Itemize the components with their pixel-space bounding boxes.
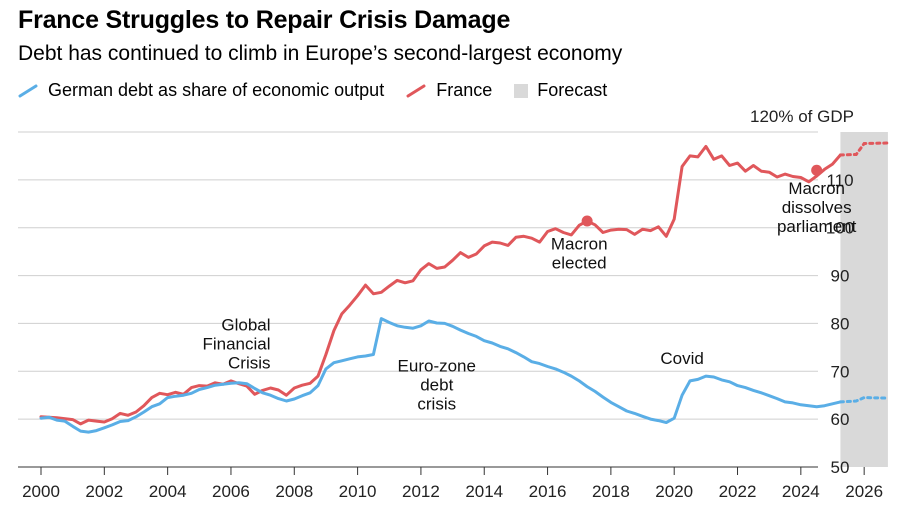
x-tick-label: 2016 [529,482,567,501]
y-tick-label: 50 [831,458,850,477]
gfc-annotation-line: Financial [202,335,270,354]
covid-annotation: Covid [660,349,703,368]
eurozone-annotation: Euro-zone debt crisis [398,356,476,413]
chart-legend: German debt as share of economic output … [18,80,629,101]
legend-label-germany: German debt as share of economic output [48,80,385,100]
germany-series-line [39,317,842,434]
gfc-annotation-line: Global [221,316,270,335]
legend-label-france: France [436,80,493,100]
france-forecast-line [838,141,890,157]
macron-dissolves-marker [811,164,823,176]
forecast-swatch-icon [514,83,529,98]
x-tick-label: 2004 [149,482,187,501]
x-tick-label: 2024 [782,482,820,501]
unit-label: 120% of GDP [750,107,854,126]
x-tick-label: 2002 [85,482,123,501]
x-tick-label: 2014 [465,482,503,501]
x-tick-label: 2012 [402,482,440,501]
forecast-band [840,132,888,467]
france-line-icon [406,84,426,97]
gfc-annotation-line: Crisis [228,354,271,373]
y-tick-label: 110 [826,171,853,190]
x-tick-label: 2020 [655,482,693,501]
y-tick-label: 90 [831,267,850,286]
y-tick-label: 70 [831,362,850,381]
x-tick-label: 2026 [845,482,883,501]
macron-elected-annotation-line: elected [552,253,607,272]
x-tick-label: 2010 [339,482,377,501]
x-tick-label: 2006 [212,482,250,501]
legend-label-forecast: Forecast [537,80,608,100]
x-tick-label: 2008 [275,482,313,501]
legend-item-forecast: Forecast [514,80,607,101]
legend-item-germany: German debt as share of economic output [18,80,384,101]
eurozone-annotation-line: crisis [417,394,456,413]
eurozone-annotation-line: Euro-zone [398,356,476,375]
macron-elected-marker [581,215,593,227]
y-tick-label: 60 [831,410,850,429]
chart-subtitle: Debt has continued to climb in Europe’s … [18,42,623,65]
gfc-annotation: Global Financial Crisis [202,316,270,373]
x-tick-label: 2022 [719,482,757,501]
x-tick-label: 2018 [592,482,630,501]
chart-title: France Struggles to Repair Crisis Damage [18,6,511,34]
macron-elected-annotation: Macron elected [551,234,608,272]
macron-dissolves-annotation-line: dissolves [782,198,852,217]
germany-line-icon [18,84,38,97]
macron-dissolves-annotation-line: Macron [788,179,845,198]
legend-item-france: France [406,80,492,101]
x-tick-label: 2000 [22,482,60,501]
covid-annotation-line: Covid [660,349,703,368]
eurozone-annotation-line: debt [420,375,453,394]
y-tick-label: 100 [826,219,854,238]
macron-elected-annotation-line: Macron [551,234,608,253]
macron-dissolves-annotation-line: parliament [777,217,857,236]
france-series-line [39,144,842,426]
germany-forecast-line [838,396,890,404]
macron-dissolves-annotation: Macron dissolves parliament [777,179,857,236]
y-tick-label: 80 [831,314,850,333]
